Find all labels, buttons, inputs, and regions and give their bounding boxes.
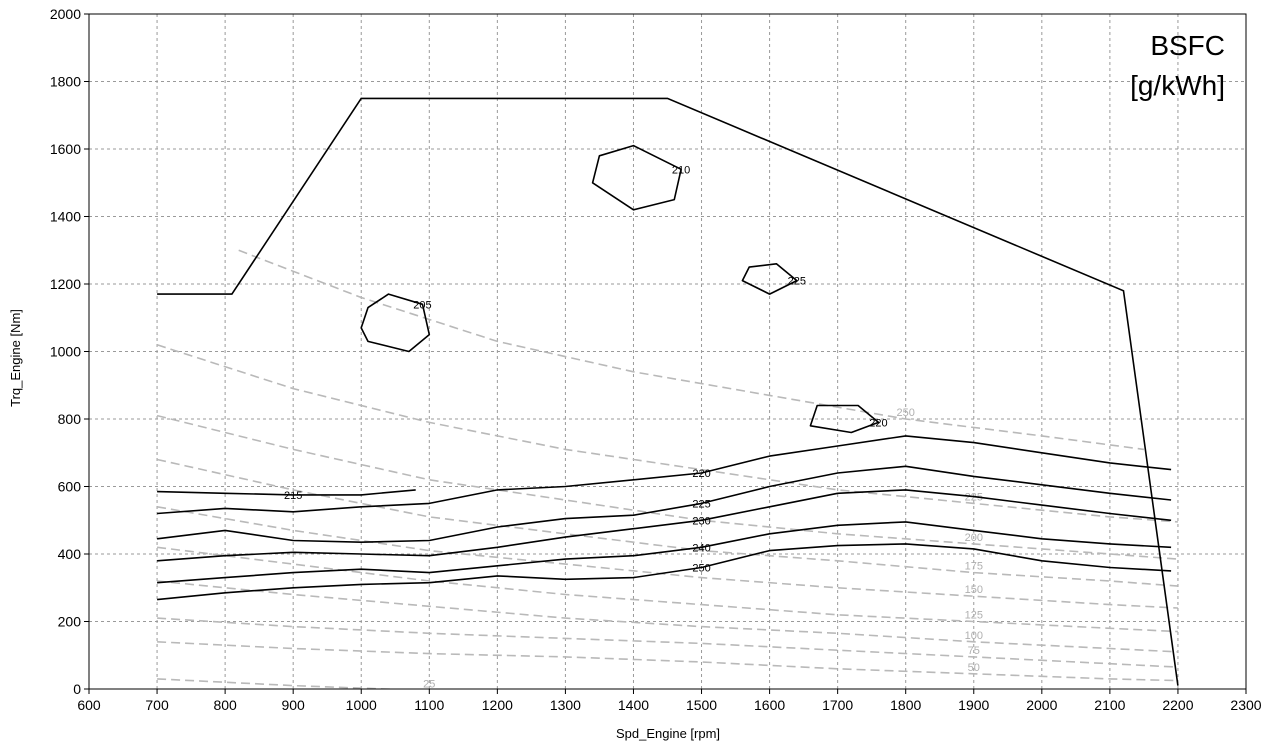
x-tick-label: 1500 (686, 697, 717, 713)
y-tick-label: 1800 (50, 74, 81, 90)
bsfc-contour-205 (360, 293, 431, 353)
bsfc-contour-225 (741, 263, 798, 295)
y-tick-label: 1400 (50, 209, 81, 225)
bsfc-contour-label: 230 (692, 515, 710, 527)
bsfc-contour-label: 225 (788, 276, 806, 288)
bsfc-contour-label: 240 (692, 542, 710, 554)
y-tick-label: 600 (58, 479, 82, 495)
power-line-225 (156, 344, 1178, 523)
bsfc-contour-label: 220 (869, 417, 887, 429)
x-tick-label: 1100 (414, 697, 444, 713)
power-line-label: 175 (965, 561, 983, 573)
x-tick-label: 1600 (754, 697, 785, 713)
power-line-75 (157, 617, 1178, 668)
chart-title: BSFC (1150, 30, 1225, 61)
axes-layer: 600 700 800 900 1000 1100 1200 1300 1400 1500 1600… (50, 6, 1262, 713)
chart-subtitle: [g/kWh] (1130, 70, 1225, 101)
bsfc-contour-label: 210 (672, 164, 690, 176)
power-line-label: 75 (968, 645, 980, 657)
power-lines-layer: 25 50 75 100 125 150 175 200 225 250 (156, 249, 1178, 691)
bsfc-contour-label: 215 (284, 490, 302, 502)
x-tick-label: 1800 (890, 697, 921, 713)
y-tick-label: 400 (58, 546, 82, 562)
bsfc-contour-label: 220 (692, 468, 710, 480)
power-line-50 (157, 641, 1178, 682)
y-tick-label: 200 (58, 614, 82, 630)
x-tick-label: 1000 (346, 697, 377, 713)
bsfc-contour-215 (157, 489, 416, 496)
power-line-250 (238, 249, 1145, 451)
power-line-label: 250 (897, 407, 915, 419)
bsfc-contour-225 (157, 465, 1172, 543)
bsfc-contour-210 (591, 144, 682, 211)
bsfc-contours-layer: 250 240 230 225 220 215 205 210 220 225 (157, 97, 1179, 686)
x-tick-label: 2000 (1026, 697, 1057, 713)
x-tick-label: 2300 (1230, 697, 1261, 713)
x-tick-label: 600 (77, 697, 101, 713)
power-line-label: 25 (423, 679, 435, 691)
x-tick-label: 1400 (618, 697, 649, 713)
power-line-label: 100 (965, 630, 983, 642)
x-tick-label: 1200 (482, 697, 513, 713)
x-tick-label: 800 (213, 697, 237, 713)
power-line-100 (157, 580, 1178, 653)
power-line-150 (156, 506, 1178, 609)
power-line-25 (157, 678, 406, 689)
power-line-label: 200 (965, 532, 983, 544)
bsfc-contour-250 (157, 543, 1172, 601)
power-line-label: 150 (965, 584, 983, 596)
x-tick-label: 1700 (822, 697, 853, 713)
y-tick-label: 1200 (50, 276, 81, 292)
y-tick-label: 1600 (50, 141, 81, 157)
bsfc-contour-220 (157, 435, 1172, 515)
power-line-label: 125 (965, 610, 983, 622)
y-tick-label: 800 (58, 411, 82, 427)
power-line-175 (156, 458, 1178, 587)
x-tick-label: 900 (281, 697, 305, 713)
x-axis-title: Spd_Engine [rpm] (616, 726, 720, 741)
bsfc-contour-230 (157, 489, 1172, 562)
bsfc-contour-label: 250 (692, 563, 710, 575)
operating-boundary (157, 97, 1179, 686)
x-tick-label: 1300 (550, 697, 581, 713)
power-line-125 (157, 546, 1178, 633)
x-tick-label: 700 (145, 697, 169, 713)
x-tick-label: 2100 (1094, 697, 1125, 713)
bsfc-contour-220 (809, 404, 880, 434)
power-line-200 (156, 414, 1178, 560)
power-line-label: 50 (968, 662, 980, 674)
x-tick-label: 2200 (1162, 697, 1193, 713)
y-tick-label: 2000 (50, 6, 81, 22)
grid-layer (89, 14, 1246, 689)
plot-frame (88, 13, 1247, 690)
y-tick-label: 1000 (50, 344, 81, 360)
x-tick-label: 1900 (958, 697, 989, 713)
bsfc-contour-240 (157, 521, 1172, 584)
y-axis-title: Trq_Engine [Nm] (8, 309, 23, 407)
y-tick-label: 0 (73, 681, 81, 697)
bsfc-contour-label: 225 (692, 498, 710, 510)
bsfc-contour-label: 205 (413, 299, 431, 311)
